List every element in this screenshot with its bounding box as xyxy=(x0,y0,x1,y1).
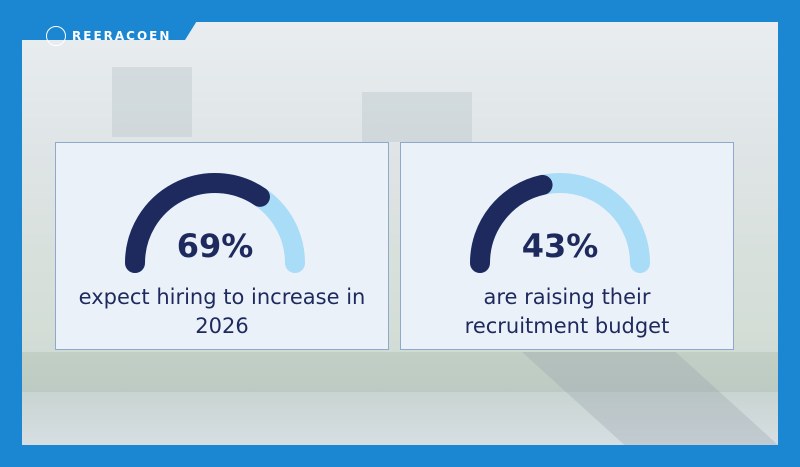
gauge: 69% xyxy=(125,173,305,273)
gauge-value-arc xyxy=(125,173,270,273)
gauge: 43% xyxy=(470,173,650,273)
caption: are raising their recruitment budget xyxy=(464,285,670,338)
logo-text: REERACOEN xyxy=(72,29,172,43)
caption: expect hiring to increase in 2026 xyxy=(78,285,366,338)
stat-card: 69% expect hiring to increase in 2026 xyxy=(55,142,389,350)
gauge-value-arc xyxy=(470,174,553,273)
value-label: 69% xyxy=(177,227,254,265)
logo-tab xyxy=(0,0,210,40)
value-label: 43% xyxy=(522,227,599,265)
logo: REERACOEN xyxy=(46,26,171,46)
stat-card: 43% are raising their recruitment budget xyxy=(400,142,734,350)
